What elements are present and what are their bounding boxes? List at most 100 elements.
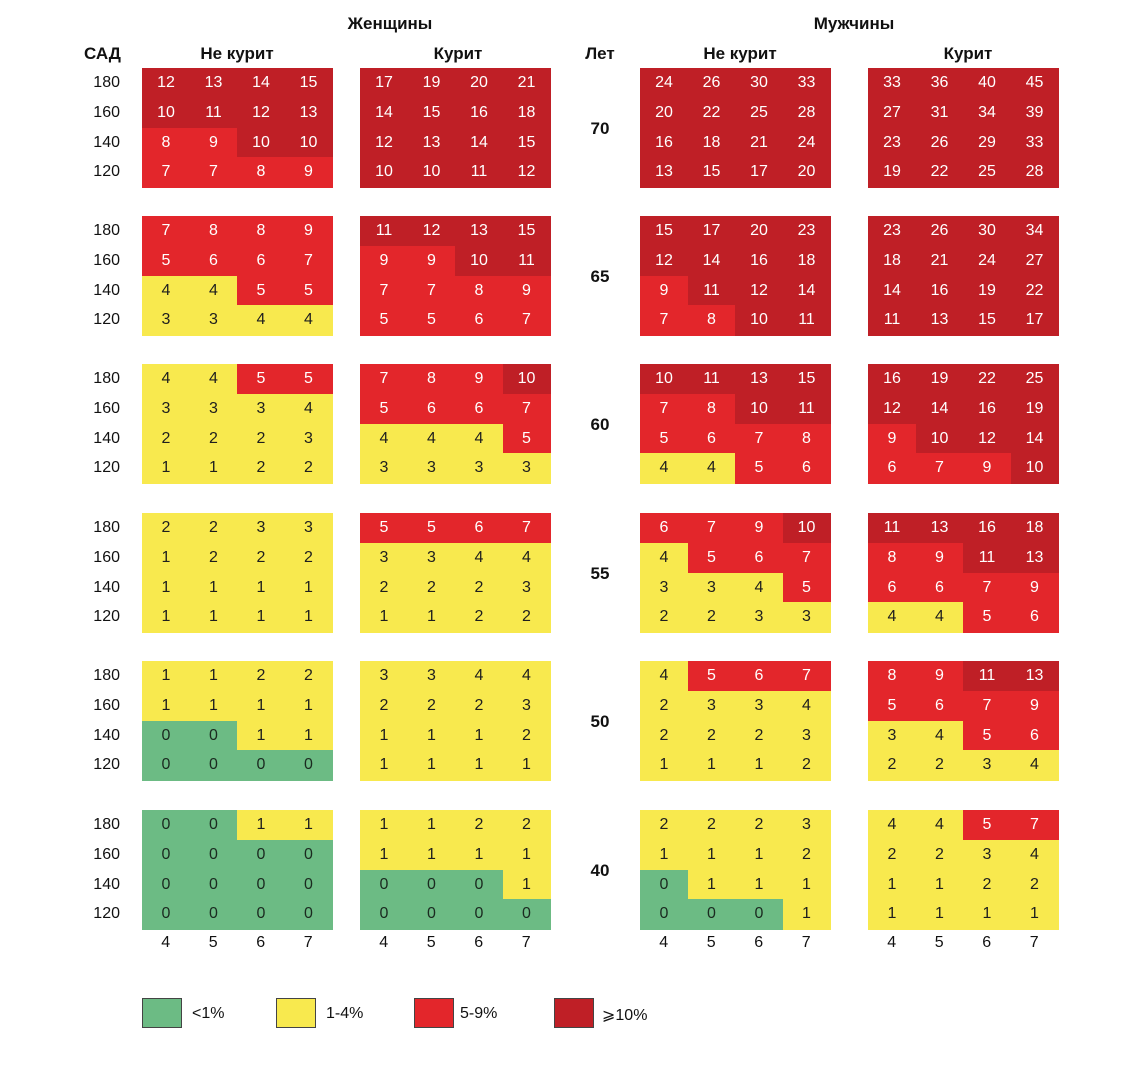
heatmap-cell-men-non-smoker: 3 xyxy=(735,690,783,721)
heatmap-cell-men-non-smoker: 10 xyxy=(782,513,831,544)
heatmap-cell-women-smoker: 12 xyxy=(502,157,551,188)
heatmap-cell-women-smoker: 7 xyxy=(502,305,551,336)
heatmap-cell-men-smoker: 19 xyxy=(1010,393,1059,424)
heatmap-cell-women-smoker: 2 xyxy=(407,690,456,721)
heatmap-cell-women-non-smoker: 2 xyxy=(284,453,333,484)
heatmap-cell-women-smoker: 8 xyxy=(455,275,503,306)
heatmap-cell-men-smoker: 1 xyxy=(915,869,964,900)
heatmap-cell-women-smoker: 0 xyxy=(455,869,503,900)
heatmap-cell-women-non-smoker: 2 xyxy=(284,661,333,692)
heatmap-cell-women-smoker: 2 xyxy=(502,810,551,841)
heatmap-cell-men-non-smoker: 11 xyxy=(687,364,736,395)
heatmap-cell-women-smoker: 2 xyxy=(360,690,408,721)
heatmap-cell-men-non-smoker: 24 xyxy=(782,127,831,158)
heatmap-cell-men-non-smoker: 1 xyxy=(735,839,783,870)
heatmap-cell-women-non-smoker: 0 xyxy=(284,750,333,781)
men-smoker-header: Курит xyxy=(943,44,993,63)
heatmap-cell-men-smoker: 39 xyxy=(1010,97,1059,128)
heatmap-cell-men-smoker: 15 xyxy=(963,305,1011,336)
heatmap-cell-men-non-smoker: 2 xyxy=(640,810,688,841)
heatmap-cell-women-smoker: 13 xyxy=(455,216,503,247)
heatmap-cell-men-non-smoker: 15 xyxy=(640,216,688,247)
heatmap-cell-women-non-smoker: 7 xyxy=(142,157,190,188)
heatmap-cell-women-non-smoker: 5 xyxy=(237,364,285,395)
heatmap-cell-men-smoker: 23 xyxy=(868,216,916,247)
heatmap-cell-women-non-smoker: 0 xyxy=(237,750,285,781)
heatmap-cell-men-non-smoker: 2 xyxy=(687,720,736,751)
heatmap-cell-women-smoker: 20 xyxy=(455,68,503,99)
heatmap-cell-women-non-smoker: 1 xyxy=(189,453,238,484)
heatmap-cell-men-non-smoker: 7 xyxy=(782,661,831,692)
heatmap-cell-men-smoker: 18 xyxy=(1010,513,1059,544)
heatmap-cell-men-non-smoker: 0 xyxy=(735,899,783,930)
heatmap-cell-men-smoker: 17 xyxy=(1010,305,1059,336)
sbp-tick-label: 140 xyxy=(93,281,120,299)
cholesterol-tick-label: 4 xyxy=(161,934,171,951)
heatmap-cell-men-smoker: 2 xyxy=(915,750,964,781)
heatmap-cell-women-non-smoker: 3 xyxy=(237,513,285,544)
heatmap-cell-women-smoker: 1 xyxy=(407,810,456,841)
heatmap-cell-men-smoker: 9 xyxy=(963,453,1011,484)
heatmap-cell-men-non-smoker: 2 xyxy=(687,810,736,841)
heatmap-cell-women-smoker: 11 xyxy=(360,216,408,247)
heatmap-cell-women-non-smoker: 7 xyxy=(284,245,333,276)
heatmap-cell-women-smoker: 4 xyxy=(360,423,408,454)
heatmap-cell-women-smoker: 9 xyxy=(455,364,503,395)
heatmap-cell-women-non-smoker: 0 xyxy=(284,899,333,930)
sbp-tick-label: 120 xyxy=(93,311,120,329)
heatmap-cell-men-smoker: 26 xyxy=(915,216,964,247)
heatmap-cell-men-non-smoker: 1 xyxy=(640,839,688,870)
heatmap-cell-men-smoker: 14 xyxy=(1010,423,1059,454)
heatmap-cell-men-smoker: 21 xyxy=(915,245,964,276)
heatmap-cell-men-smoker: 1 xyxy=(915,899,964,930)
heatmap-cell-men-smoker: 13 xyxy=(1010,542,1059,573)
heatmap-cell-women-non-smoker: 1 xyxy=(142,690,190,721)
heatmap-cell-men-non-smoker: 0 xyxy=(687,899,736,930)
sbp-header: САД xyxy=(84,44,121,63)
legend-swatch-lt1 xyxy=(142,998,182,1028)
heatmap-cell-men-non-smoker: 4 xyxy=(640,661,688,692)
heatmap-cell-women-smoker: 2 xyxy=(455,602,503,633)
heatmap-cell-men-smoker: 10 xyxy=(1010,453,1059,484)
heatmap-cell-women-non-smoker: 3 xyxy=(189,393,238,424)
heatmap-cell-women-non-smoker: 2 xyxy=(284,542,333,573)
heatmap-cell-men-non-smoker: 2 xyxy=(735,810,783,841)
heatmap-cell-women-non-smoker: 1 xyxy=(237,720,285,751)
heatmap-cell-women-smoker: 0 xyxy=(360,869,408,900)
heatmap-cell-men-smoker: 7 xyxy=(915,453,964,484)
heatmap-cell-women-non-smoker: 12 xyxy=(142,68,190,99)
heatmap-cell-men-non-smoker: 6 xyxy=(735,661,783,692)
heatmap-cell-women-smoker: 21 xyxy=(502,68,551,99)
cholesterol-tick-label: 6 xyxy=(474,934,484,951)
heatmap-cell-men-smoker: 6 xyxy=(868,453,916,484)
sbp-tick-label: 180 xyxy=(93,519,120,536)
heatmap-cell-women-non-smoker: 1 xyxy=(189,602,238,633)
heatmap-cell-men-smoker: 12 xyxy=(868,393,916,424)
heatmap-cell-men-non-smoker: 2 xyxy=(735,720,783,751)
heatmap-cell-men-non-smoker: 25 xyxy=(735,97,783,128)
heatmap-cell-women-non-smoker: 0 xyxy=(189,899,238,930)
heatmap-cell-men-non-smoker: 5 xyxy=(687,542,736,573)
heatmap-cell-women-smoker: 10 xyxy=(502,364,551,395)
heatmap-cell-women-smoker: 9 xyxy=(360,245,408,276)
heatmap-cell-women-non-smoker: 1 xyxy=(237,810,285,841)
heatmap-cell-men-smoker: 27 xyxy=(868,97,916,128)
heatmap-cell-women-smoker: 1 xyxy=(455,750,503,781)
heatmap-cell-women-non-smoker: 1 xyxy=(284,572,333,603)
heatmap-cell-men-non-smoker: 1 xyxy=(687,839,736,870)
heatmap-cell-men-non-smoker: 23 xyxy=(782,216,831,247)
heatmap-cell-women-non-smoker: 0 xyxy=(189,810,238,841)
heatmap-cell-men-non-smoker: 3 xyxy=(687,572,736,603)
heatmap-cell-women-non-smoker: 5 xyxy=(284,364,333,395)
heatmap-cell-men-smoker: 1 xyxy=(868,899,916,930)
heatmap-cell-men-non-smoker: 1 xyxy=(735,750,783,781)
heatmap-cell-women-smoker: 3 xyxy=(502,453,551,484)
women-non-smoker-header: Не курит xyxy=(200,44,274,63)
heatmap-cell-men-smoker: 9 xyxy=(1010,572,1059,603)
heatmap-cell-men-non-smoker: 2 xyxy=(640,602,688,633)
heatmap-cell-men-smoker: 11 xyxy=(868,513,916,544)
heatmap-cell-women-non-smoker: 0 xyxy=(189,839,238,870)
heatmap-cell-women-non-smoker: 2 xyxy=(189,423,238,454)
heatmap-cell-men-non-smoker: 20 xyxy=(782,157,831,188)
heatmap-cell-women-non-smoker: 2 xyxy=(142,423,190,454)
